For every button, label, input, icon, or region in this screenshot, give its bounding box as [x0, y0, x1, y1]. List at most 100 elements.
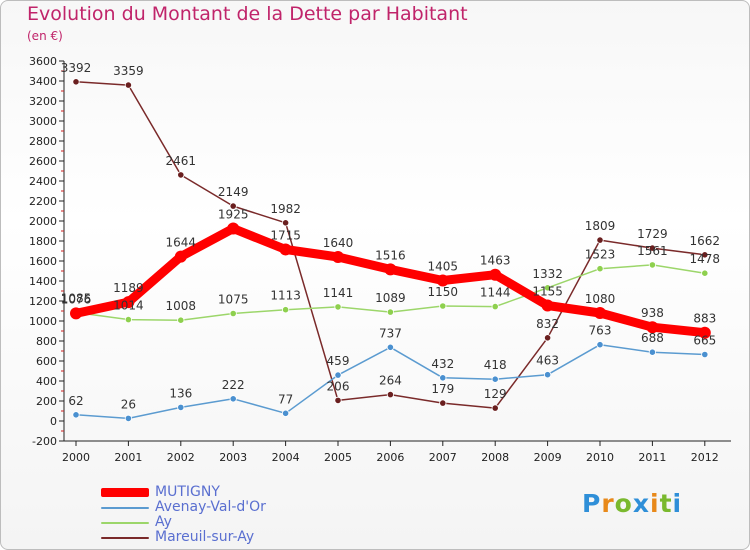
legend-swatch: [101, 536, 149, 539]
legend-item-mareuil: Mareuil-sur-Ay: [101, 530, 266, 545]
data-point: [281, 409, 290, 417]
data-point: [334, 303, 342, 311]
data-label: 1075: [218, 293, 249, 307]
data-point: [386, 343, 394, 351]
data-point: [229, 309, 237, 318]
data-point: [384, 263, 397, 276]
data-label: 136: [169, 386, 192, 400]
data-label: 463: [536, 354, 559, 368]
data-point: [439, 399, 447, 407]
x-tick-label: 2003: [219, 451, 247, 464]
data-point: [698, 326, 711, 339]
logo-letter: t: [659, 489, 673, 518]
data-point: [386, 390, 394, 399]
data-point: [594, 307, 606, 319]
x-tick-label: 2007: [429, 451, 457, 464]
data-label: 688: [641, 331, 664, 345]
data-label: 1640: [323, 236, 354, 250]
data-point: [541, 299, 554, 312]
data-label: 1662: [690, 234, 721, 248]
y-tick-label: 1000: [29, 315, 57, 328]
data-label: 1523: [585, 248, 616, 262]
y-tick-label: 400: [36, 375, 57, 388]
data-point: [229, 395, 237, 403]
y-tick-label: 1600: [29, 255, 57, 268]
legend-swatch: [101, 506, 149, 509]
data-point: [646, 321, 659, 334]
data-point: [543, 371, 552, 379]
legend-item-mutigny: MUTIGNY: [101, 485, 266, 500]
data-label: 1809: [585, 219, 616, 233]
data-label: 665: [693, 334, 716, 348]
x-tick-label: 2002: [167, 451, 195, 464]
data-point: [386, 308, 394, 316]
y-tick-label: 1200: [29, 295, 57, 308]
data-point: [177, 403, 185, 411]
data-point: [177, 171, 185, 179]
data-label: 1478: [690, 252, 721, 266]
data-point: [124, 414, 133, 422]
y-tick-label: 3400: [29, 75, 57, 88]
data-label: 1982: [270, 202, 301, 216]
data-label: 1150: [428, 285, 459, 299]
data-point: [72, 78, 80, 86]
logo-letter: P: [582, 489, 602, 518]
data-label: 3359: [113, 64, 144, 78]
data-label: 77: [278, 392, 293, 406]
data-label: 179: [431, 382, 454, 396]
data-point: [543, 284, 552, 292]
data-point: [439, 302, 447, 310]
legend-item-avenay: Avenay-Val-d'Or: [101, 500, 266, 515]
chart-title: Evolution du Montant de la Dette par Hab…: [27, 3, 468, 25]
data-point: [227, 222, 240, 235]
logo-letter: o: [614, 489, 633, 518]
y-tick-label: 2000: [29, 215, 57, 228]
data-label: 1405: [428, 260, 459, 274]
legend-label: Mareuil-sur-Ay: [155, 529, 255, 545]
data-label: 832: [536, 317, 559, 331]
data-point: [174, 250, 187, 263]
legend-swatch: [101, 521, 149, 524]
data-point: [596, 341, 604, 349]
data-label: 737: [379, 326, 402, 340]
x-tick-label: 2004: [272, 451, 300, 464]
data-label: 418: [484, 358, 507, 372]
x-tick-label: 2001: [114, 451, 142, 464]
data-point: [491, 302, 499, 311]
legend-label: MUTIGNY: [155, 484, 220, 500]
data-point: [439, 374, 447, 382]
data-point: [281, 219, 290, 227]
data-label: 883: [693, 312, 716, 326]
y-tick-label: 800: [36, 335, 57, 348]
data-label: 1516: [375, 248, 406, 262]
data-label: 1925: [218, 208, 249, 222]
x-tick-label: 2008: [481, 451, 509, 464]
data-label: 1644: [166, 236, 197, 250]
y-tick-label: 1800: [29, 235, 57, 248]
y-tick-label: 600: [36, 355, 57, 368]
legend-item-ay: Ay: [101, 515, 266, 530]
y-tick-label: 2200: [29, 195, 57, 208]
y-tick-label: 2800: [29, 135, 57, 148]
data-label: 129: [484, 387, 507, 401]
data-label: 1189: [113, 281, 144, 295]
data-point: [596, 236, 604, 244]
y-tick-label: 2600: [29, 155, 57, 168]
data-label: 1089: [375, 291, 406, 305]
legend-label: Avenay-Val-d'Or: [155, 499, 266, 515]
y-tick-label: 3200: [29, 95, 57, 108]
y-tick-label: 3600: [29, 55, 57, 68]
y-tick-label: 0: [50, 415, 57, 428]
data-label: 1715: [270, 229, 301, 243]
data-label: 938: [641, 306, 664, 320]
logo-letter: r: [601, 489, 615, 518]
data-label: 1155: [532, 285, 563, 299]
data-label: 1014: [113, 299, 144, 313]
data-point: [648, 244, 657, 252]
data-label: 1141: [323, 286, 354, 300]
data-point: [543, 334, 552, 342]
logo-letter: x: [632, 489, 650, 518]
data-point: [122, 296, 135, 309]
data-point: [701, 350, 709, 359]
